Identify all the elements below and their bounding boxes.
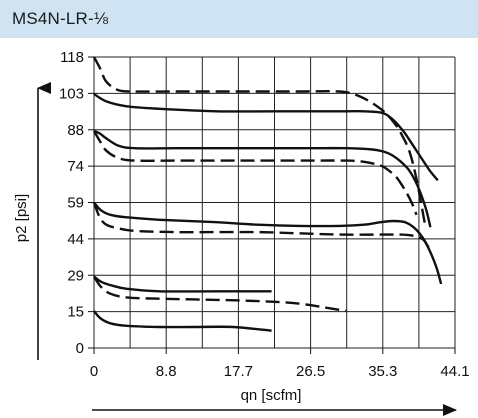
x-axis-title: qn [scfm] bbox=[241, 387, 302, 404]
y-tick-label: 29 bbox=[67, 267, 84, 284]
y-tick-label: 15 bbox=[67, 304, 84, 321]
y-tick-label: 44 bbox=[67, 231, 84, 248]
series-group bbox=[92, 56, 443, 332]
series-line-1-dashed bbox=[92, 56, 427, 228]
series-line-6-dashed bbox=[92, 202, 431, 251]
x-tick-label: 17.7 bbox=[224, 363, 253, 380]
series-line-4-dashed bbox=[92, 130, 418, 216]
chart-title: MS4N-LR-⅛ bbox=[12, 9, 109, 28]
chart-header-bar: MS4N-LR-⅛ bbox=[0, 0, 478, 38]
y-tick-label: 118 bbox=[60, 49, 84, 66]
y-tick-label: 74 bbox=[67, 158, 84, 175]
series-line-8-dashed bbox=[92, 275, 347, 313]
series-line-5-solid bbox=[93, 201, 443, 285]
x-tick-label: 8.8 bbox=[156, 363, 177, 380]
series-line-9-solid bbox=[93, 310, 272, 332]
tick-labels: 0 15 29 44 59 74 88 103 118 0 8.8 17.7 26.5 35.3 44.1 bbox=[59, 49, 470, 380]
x-tick-label: 0 bbox=[90, 363, 98, 380]
y-tick-label: 103 bbox=[59, 85, 84, 102]
y-tick-label: 0 bbox=[76, 340, 84, 357]
series-line-7-solid bbox=[93, 275, 272, 293]
series-line-3-solid bbox=[93, 129, 432, 228]
x-tick-label: 26.5 bbox=[296, 363, 325, 380]
axes: p2 [psi] qn [scfm] bbox=[13, 82, 457, 416]
y-tick-label: 88 bbox=[67, 122, 84, 139]
grid bbox=[88, 56, 456, 354]
y-tick-label: 59 bbox=[67, 195, 84, 212]
y-axis-title: p2 [psi] bbox=[13, 194, 30, 242]
series-line-2-solid bbox=[93, 92, 439, 182]
x-tick-label: 44.1 bbox=[440, 363, 469, 380]
x-tick-label: 35.3 bbox=[368, 363, 397, 380]
